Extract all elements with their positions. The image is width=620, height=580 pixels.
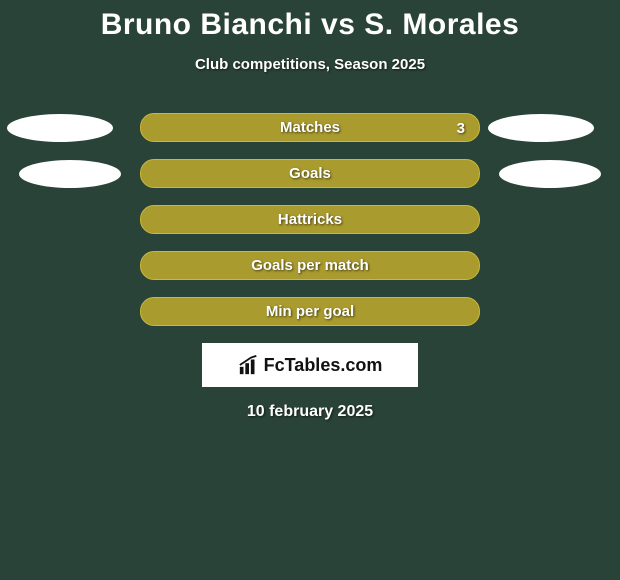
right-ellipse (499, 160, 601, 188)
right-ellipse (488, 114, 594, 142)
stat-label: Min per goal (140, 297, 480, 326)
stat-row: Goals (0, 159, 620, 188)
branding-text: FcTables.com (264, 355, 383, 376)
left-ellipse (7, 114, 113, 142)
stat-row: Goals per match (0, 251, 620, 280)
comparison-infographic: Bruno Bianchi vs S. Morales Club competi… (0, 0, 620, 421)
date-text: 10 february 2025 (0, 403, 620, 421)
stat-row: Hattricks (0, 205, 620, 234)
stat-label: Goals per match (140, 251, 480, 280)
page-title: Bruno Bianchi vs S. Morales (0, 8, 620, 42)
page-subtitle: Club competitions, Season 2025 (0, 56, 620, 73)
chart-icon (238, 354, 260, 376)
stat-row: Min per goal (0, 297, 620, 326)
stat-label: Matches (140, 113, 480, 142)
stat-rows: 3Matches Goals Hattricks Goals per match Min… (0, 113, 620, 326)
stat-row: 3Matches (0, 113, 620, 142)
branding-box: FcTables.com (202, 343, 418, 387)
stat-label: Hattricks (140, 205, 480, 234)
stat-label: Goals (140, 159, 480, 188)
left-ellipse (19, 160, 121, 188)
